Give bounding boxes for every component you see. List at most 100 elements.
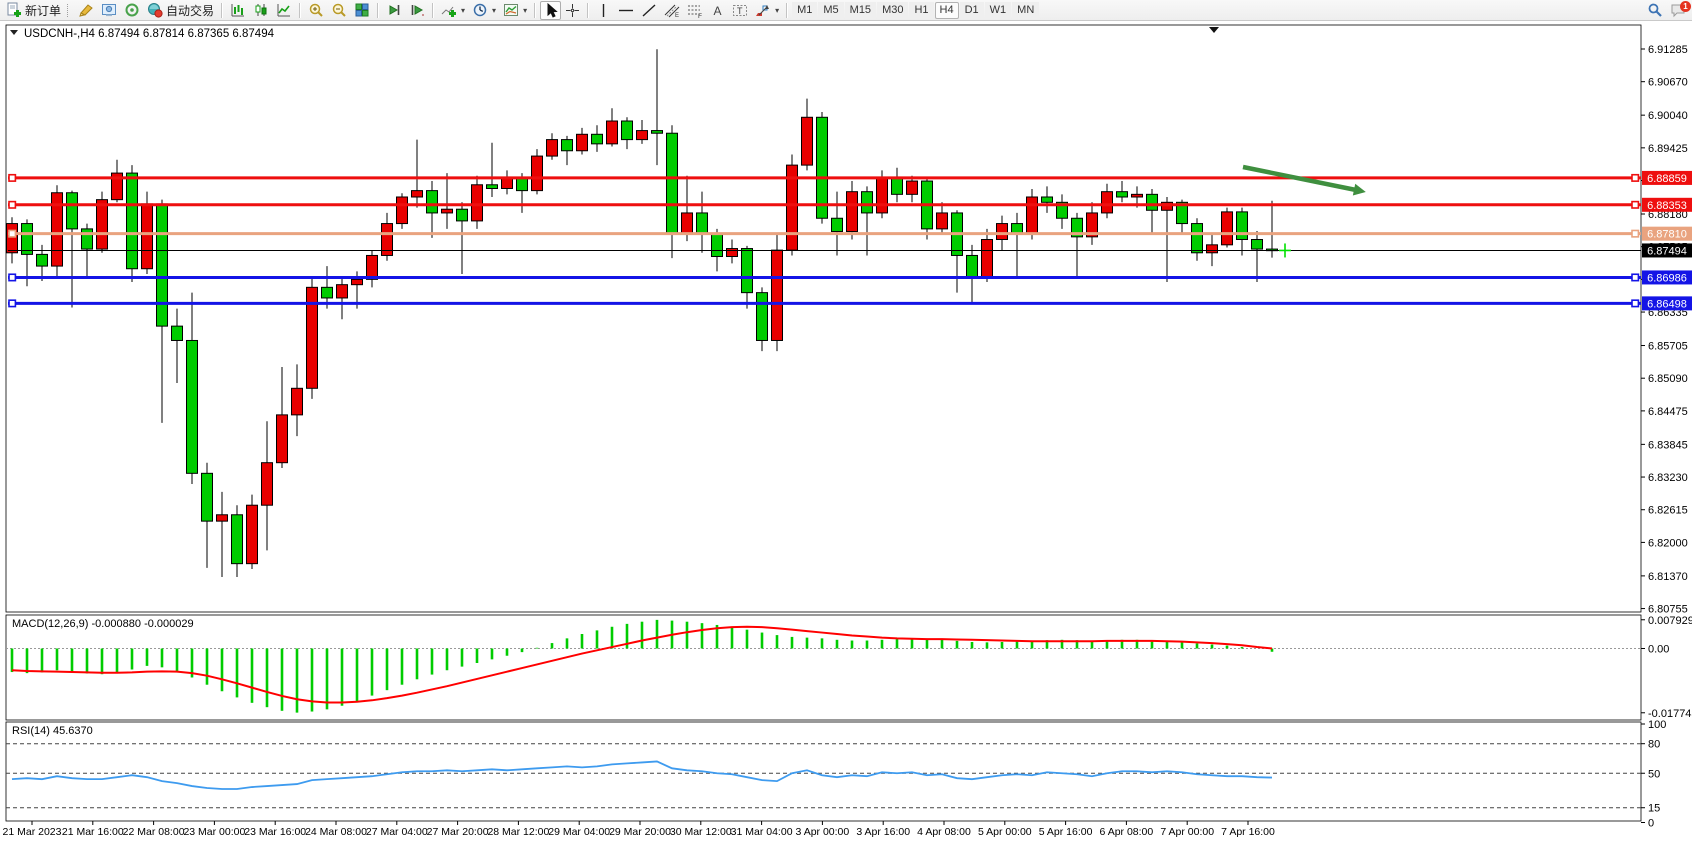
horizontal-line-tool-button[interactable] [615, 1, 637, 20]
macd-axis-label: 0.007929 [1648, 615, 1692, 627]
candle-up [306, 286, 318, 389]
candle-up [276, 414, 288, 464]
candle-down [1071, 217, 1083, 238]
channel-tool-button[interactable]: E [661, 1, 683, 20]
zoom-in-button[interactable] [305, 1, 327, 20]
dropdown-arrow-icon[interactable]: ▾ [775, 5, 780, 15]
price-axis-label: 6.91285 [1648, 44, 1688, 56]
candle-up [261, 462, 273, 506]
autotrading-icon [148, 3, 163, 18]
notifications-button[interactable]: 1 [1667, 0, 1691, 20]
line-left-handle[interactable] [8, 200, 17, 209]
one-click-trading-arrow[interactable] [10, 30, 18, 35]
tab-timeframe-h1[interactable]: H1 [909, 1, 934, 19]
signals-button[interactable] [121, 1, 143, 20]
market-watch-button[interactable] [98, 1, 120, 20]
rsi-pane[interactable] [5, 721, 1642, 822]
trend-arrow-annotation[interactable] [1242, 164, 1357, 193]
candlestick-chart-button[interactable] [250, 1, 272, 20]
indicators-button[interactable]: ▾ [438, 1, 468, 20]
vertical-line-tool-button[interactable] [593, 1, 614, 20]
candle-up [381, 223, 393, 256]
price-axis-label: 6.85705 [1648, 341, 1688, 353]
line-left-handle[interactable] [8, 173, 17, 182]
dropdown-arrow-icon[interactable]: ▾ [523, 5, 528, 15]
candle-up [246, 504, 258, 565]
line-right-handle[interactable] [1631, 173, 1640, 182]
text-tool-button[interactable]: A [707, 1, 728, 20]
highlighter-button[interactable] [75, 1, 97, 20]
time-axis-label: 31 Mar 04:00 [731, 826, 793, 838]
chart-title: USDCNH-,H4 6.87494 6.87814 6.87365 6.874… [24, 28, 275, 40]
candle-up [846, 191, 858, 233]
line-right-handle[interactable] [1631, 200, 1640, 209]
candle-up [636, 130, 648, 141]
candle-up [291, 387, 303, 416]
price-badge-label: 6.86498 [1647, 298, 1687, 310]
time-axis-label: 23 Mar 16:00 [244, 826, 306, 838]
price-axis-label: 6.81370 [1648, 571, 1688, 583]
horizontal-line-icon [619, 9, 634, 11]
tab-timeframe-mn[interactable]: MN [1012, 1, 1040, 19]
dropdown-arrow-icon[interactable]: ▾ [492, 5, 497, 15]
price-axis-label: 6.90040 [1648, 110, 1688, 122]
bar-chart-icon [231, 4, 245, 17]
line-left-handle[interactable] [8, 273, 17, 282]
candle-up [336, 284, 348, 299]
text-label-icon: T [733, 4, 748, 16]
chart-shift-button[interactable] [406, 1, 428, 20]
time-axis-label: 30 Mar 12:00 [670, 826, 732, 838]
text-tool-icon: A [713, 4, 721, 18]
line-chart-button[interactable] [273, 1, 295, 20]
line-left-handle[interactable] [8, 229, 17, 238]
time-axis-label: 3 Apr 00:00 [796, 826, 850, 838]
time-axis-label: 5 Apr 16:00 [1039, 826, 1093, 838]
tab-timeframe-d1[interactable]: D1 [959, 1, 984, 19]
price-axis-label: 6.82615 [1648, 505, 1688, 517]
autotrading-button[interactable]: 自动交易 [144, 1, 217, 20]
candle-down [321, 286, 333, 299]
time-axis-label: 3 Apr 16:00 [856, 826, 910, 838]
tab-timeframe-m5[interactable]: M5 [818, 1, 844, 19]
templates-button[interactable]: ▾ [500, 1, 530, 20]
tab-timeframe-w1[interactable]: W1 [984, 1, 1012, 19]
line-right-handle[interactable] [1631, 273, 1640, 282]
zoom-out-button[interactable] [328, 1, 350, 20]
svg-text:E: E [675, 13, 679, 18]
line-right-handle[interactable] [1631, 229, 1640, 238]
zoom-out-icon [332, 3, 346, 17]
candle-up [936, 212, 948, 230]
periods-button[interactable]: ▾ [469, 1, 499, 20]
bar-chart-button[interactable] [227, 1, 249, 20]
trendline-tool-button[interactable] [638, 1, 660, 20]
new-order-button[interactable]: 新订单 [3, 1, 64, 20]
time-axis-label: 6 Apr 08:00 [1100, 826, 1154, 838]
candle-up [411, 190, 423, 198]
fibonacci-tool-button[interactable]: F [684, 1, 706, 20]
line-left-handle[interactable] [8, 299, 17, 308]
chart-shift-marker[interactable] [1209, 27, 1219, 33]
arrows-tool-button[interactable]: ▾ [752, 1, 782, 20]
line-right-handle[interactable] [1631, 299, 1640, 308]
tab-timeframe-m30[interactable]: M30 [877, 1, 909, 19]
candle-up [1101, 191, 1113, 214]
cursor-icon [547, 2, 558, 18]
search-button[interactable] [1644, 1, 1666, 20]
price-badge [1642, 270, 1692, 285]
auto-scroll-button[interactable] [383, 1, 405, 20]
tile-windows-button[interactable] [351, 1, 373, 20]
candle-up [981, 239, 993, 278]
chart-area[interactable]: 6.912856.906706.900406.894256.888106.881… [0, 22, 1692, 846]
candle-up [501, 177, 513, 189]
tab-timeframe-m1[interactable]: M1 [792, 1, 818, 19]
tab-timeframe-m15[interactable]: M15 [844, 1, 877, 19]
chart-window[interactable]: 6.912856.906706.900406.894256.888106.881… [0, 21, 1692, 846]
cursor-tool-button[interactable] [540, 0, 562, 20]
trendline-icon [642, 3, 656, 17]
text-label-tool-button[interactable]: T [729, 1, 751, 20]
crosshair-tool-button[interactable] [562, 1, 583, 20]
candle-down [831, 217, 843, 233]
candle-down [36, 253, 48, 267]
tab-timeframe-h4[interactable]: H4 [934, 1, 959, 19]
dropdown-arrow-icon[interactable]: ▾ [461, 5, 466, 15]
